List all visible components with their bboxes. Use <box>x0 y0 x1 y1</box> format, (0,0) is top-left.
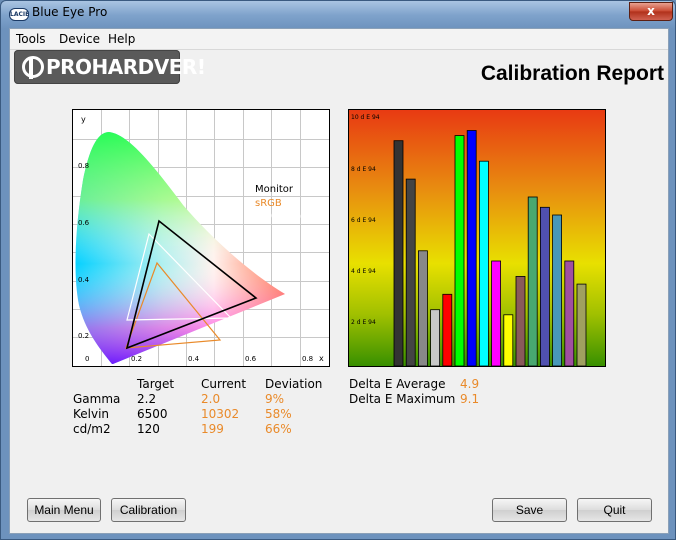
delta-e-bar <box>466 130 477 366</box>
stats-row-label: Kelvin <box>73 407 110 421</box>
delta-e-bar <box>478 160 489 366</box>
gamut-x-tick: 0.8 <box>302 355 313 363</box>
delta-e-average-label: Delta E Average <box>349 377 446 391</box>
calibration-button[interactable]: Calibration <box>111 498 186 522</box>
gamut-x-tick: 0 <box>85 355 89 363</box>
delta-e-y-tick: 2 d E 94 <box>351 319 376 326</box>
stats-header-deviation: Deviation <box>265 377 323 391</box>
stats-current-value: 10302 <box>201 407 240 421</box>
stats-current-value: 199 <box>201 422 224 436</box>
lacie-app-icon: LACIE <box>9 8 29 21</box>
gamut-x-tick: 0.2 <box>131 355 142 363</box>
delta-e-bar-chart: 2 d E 94 4 d E 94 6 d E 94 8 d E 94 10 d… <box>349 110 605 366</box>
delta-e-bar <box>539 206 550 366</box>
gamut-frame <box>72 109 330 367</box>
delta-e-bar <box>576 283 587 366</box>
legend-srgb: sRGB <box>255 198 282 209</box>
gamut-y-axis-label: y <box>81 115 86 124</box>
stats-current-value: 2.0 <box>201 392 221 406</box>
delta-e-y-tick: 10 d E 94 <box>351 114 380 121</box>
stats-row-label: Gamma <box>73 392 121 406</box>
delta-e-y-tick: 4 d E 94 <box>351 268 376 275</box>
delta-e-bar <box>418 250 428 366</box>
page-title: Calibration Report <box>480 62 664 85</box>
stats-deviation-value: 66% <box>265 422 292 436</box>
legend-isocoated: ISOcoated <box>255 211 306 222</box>
delta-e-y-tick: 8 d E 94 <box>351 166 376 173</box>
gamut-x-axis-label: x <box>319 354 324 363</box>
delta-e-bar <box>393 140 404 366</box>
delta-e-bar <box>442 293 453 366</box>
delta-e-bar <box>491 260 502 366</box>
monitor-triangle <box>125 219 258 350</box>
gamut-x-tick: 0.4 <box>188 355 200 363</box>
delta-e-y-tick: 6 d E 94 <box>351 217 376 224</box>
isocoated-polygon <box>126 232 233 321</box>
prohardver-logo-icon <box>22 56 44 79</box>
menu-bar: Tools Device Help <box>10 29 668 50</box>
client-area: Tools Device Help PROHARDVER! Calibratio… <box>9 28 669 534</box>
menu-help[interactable]: Help <box>108 32 136 46</box>
stats-target-value: 120 <box>137 422 160 436</box>
gamut-y-tick: 0.4 <box>78 276 90 284</box>
stats-row-label: cd/m2 <box>73 422 111 436</box>
legend-monitor: Monitor <box>255 184 294 195</box>
delta-e-bar <box>564 260 575 366</box>
delta-e-average-value: 4.9 <box>460 377 480 391</box>
delta-e-bar <box>527 196 538 366</box>
gamut-y-tick: 0.8 <box>78 162 89 170</box>
watermark-text: PROHARDVER! <box>46 55 206 79</box>
delta-e-maximum-value: 9.1 <box>460 392 480 406</box>
menu-device[interactable]: Device <box>59 32 101 46</box>
stats-header-current: Current <box>201 377 247 391</box>
stats-header-target: Target <box>137 377 175 391</box>
save-button[interactable]: Save <box>492 498 567 522</box>
gamut-diagram: y x 0 0.2 0.4 0.6 0.8 0.2 0.4 0.6 0.8 Mo… <box>73 110 329 366</box>
delta-e-bar <box>503 314 514 366</box>
gamut-y-tick: 0.6 <box>78 219 90 227</box>
delta-e-frame <box>348 109 606 367</box>
main-menu-button[interactable]: Main Menu <box>27 498 101 522</box>
delta-e-maximum-label: Delta E Maximum <box>349 392 456 406</box>
stats-target-value: 6500 <box>137 407 168 421</box>
gamut-x-tick: 0.6 <box>245 355 257 363</box>
close-button[interactable]: x <box>629 2 673 21</box>
srgb-triangle <box>125 261 222 349</box>
quit-button[interactable]: Quit <box>577 498 652 522</box>
window-title: Blue Eye Pro <box>32 5 108 19</box>
title-bar[interactable]: LACIE Blue Eye Pro x <box>1 1 675 27</box>
stats-target-value: 2.2 <box>137 392 157 406</box>
stats-deviation-value: 9% <box>265 392 285 406</box>
delta-e-background <box>349 110 605 366</box>
gamut-y-tick: 0.2 <box>78 332 89 340</box>
prohardver-watermark: PROHARDVER! <box>14 50 206 84</box>
delta-e-bar <box>552 214 563 366</box>
menu-tools[interactable]: Tools <box>16 32 46 46</box>
stats-deviation-value: 58% <box>265 407 292 421</box>
